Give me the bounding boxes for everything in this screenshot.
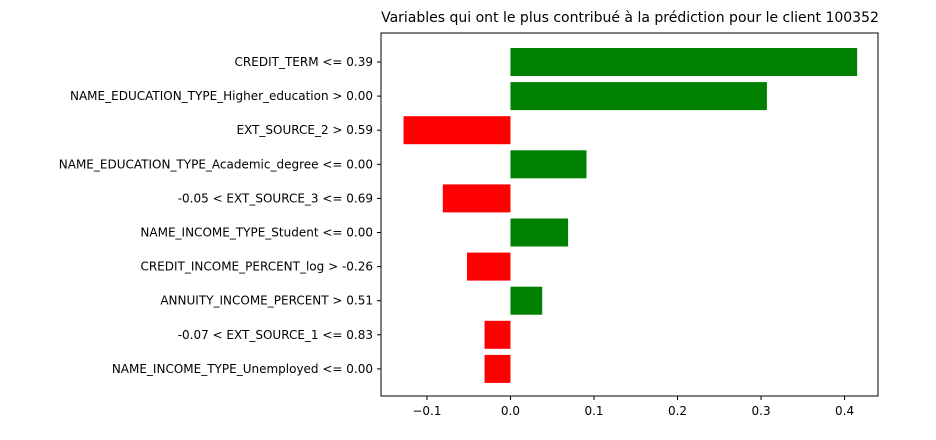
bar (403, 116, 511, 145)
x-tick-label: −0.1 (412, 404, 441, 418)
x-tick-label: 0.0 (501, 404, 520, 418)
x-tick-label: 0.1 (584, 404, 603, 418)
x-tick-label: 0.3 (752, 404, 771, 418)
bar (510, 150, 587, 179)
y-tick-label: -0.05 < EXT_SOURCE_3 <= 0.69 (178, 191, 373, 205)
x-tick-label: 0.4 (835, 404, 854, 418)
y-tick-label: CREDIT_INCOME_PERCENT_log > -0.26 (140, 260, 373, 274)
bars-layer (403, 48, 858, 383)
y-tick-label: ANNUITY_INCOME_PERCENT > 0.51 (160, 294, 373, 308)
bar (510, 48, 858, 76)
x-tick-label: 0.2 (668, 404, 687, 418)
bar (484, 354, 511, 383)
plot-frame (380, 32, 879, 397)
y-tick-label: CREDIT_TERM <= 0.39 (235, 55, 373, 69)
bar (510, 286, 543, 315)
bar (510, 82, 767, 111)
bar (484, 320, 511, 349)
y-axis-ticks: CREDIT_TERM <= 0.39 NAME_EDUCATION_TYPE_H… (59, 55, 381, 376)
bar (510, 218, 569, 247)
bar (467, 252, 511, 281)
bar (442, 184, 511, 213)
y-tick-label: EXT_SOURCE_2 > 0.59 (236, 123, 373, 137)
y-tick-label: NAME_EDUCATION_TYPE_Academic_degree <= 0… (59, 157, 373, 171)
y-tick-label: NAME_INCOME_TYPE_Student <= 0.00 (140, 226, 373, 240)
y-tick-label: -0.07 < EXT_SOURCE_1 <= 0.83 (178, 328, 373, 342)
y-tick-label: NAME_EDUCATION_TYPE_Higher_education > 0… (70, 89, 373, 103)
chart-title: Variables qui ont le plus contribué à la… (381, 10, 879, 26)
x-axis-ticks: −0.1 0.0 0.1 0.2 0.3 0.4 (412, 396, 854, 418)
y-tick-label: NAME_INCOME_TYPE_Unemployed <= 0.00 (112, 362, 373, 376)
